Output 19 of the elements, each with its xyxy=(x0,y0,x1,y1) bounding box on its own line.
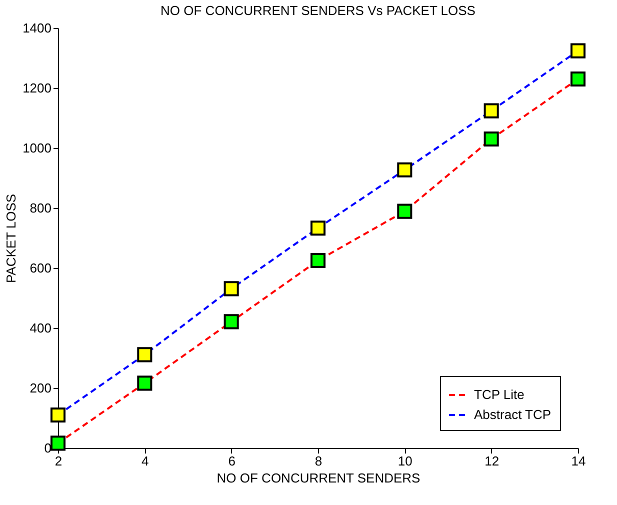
legend-label: TCP Lite xyxy=(474,387,524,402)
x-axis-title: NO OF CONCURRENT SENDERS xyxy=(216,470,421,486)
y-tick-label: 1200 xyxy=(22,80,52,96)
y-tick-label: 200 xyxy=(30,380,52,396)
y-tick-label: 800 xyxy=(30,200,52,216)
x-tick-label: 10 xyxy=(398,454,412,468)
x-tick-label: 6 xyxy=(228,454,236,468)
x-tick-label: 4 xyxy=(142,454,149,468)
y-axis-title: PACKET LOSS xyxy=(4,194,19,284)
y-tick-label: 1000 xyxy=(22,140,52,156)
x-tick-label: 14 xyxy=(571,454,586,468)
x-tick-label: 2 xyxy=(54,454,62,468)
legend-label: Abstract TCP xyxy=(474,407,552,422)
x-tick-label: 8 xyxy=(314,454,322,468)
y-tick-label: 1400 xyxy=(22,20,52,36)
y-tick-label: 600 xyxy=(30,260,52,276)
y-tick-label: 400 xyxy=(30,320,52,336)
x-tick-label: 12 xyxy=(484,454,500,468)
chart-title: NO OF CONCURRENT SENDERS Vs PACKET LOSS xyxy=(160,3,476,18)
